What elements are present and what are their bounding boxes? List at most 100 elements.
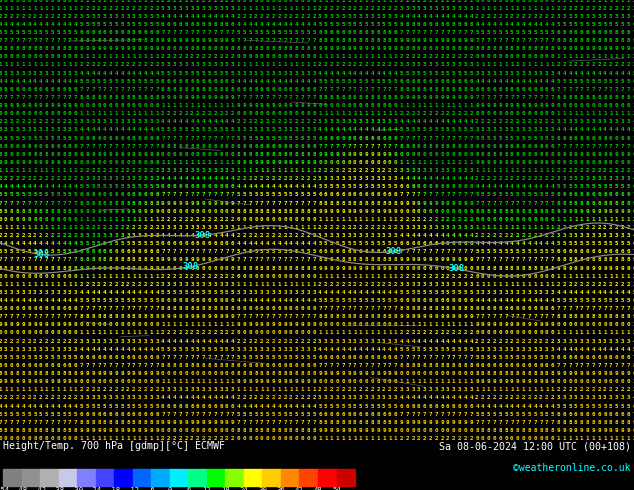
Text: 4: 4 <box>27 241 31 246</box>
Text: 3: 3 <box>481 290 484 295</box>
Text: 0: 0 <box>283 217 287 222</box>
Text: 6: 6 <box>231 184 235 189</box>
Text: 6: 6 <box>394 30 398 35</box>
Text: 7: 7 <box>347 306 351 311</box>
Text: 4: 4 <box>469 176 473 181</box>
Text: 1: 1 <box>103 111 107 116</box>
Text: 6: 6 <box>452 404 455 409</box>
Text: 0: 0 <box>271 273 275 279</box>
Text: 1: 1 <box>16 387 19 392</box>
Text: 6: 6 <box>289 306 292 311</box>
Text: 5: 5 <box>260 249 264 254</box>
Text: 0: 0 <box>80 160 83 165</box>
Text: 8: 8 <box>155 95 158 100</box>
Text: 9: 9 <box>80 371 83 376</box>
Text: 6: 6 <box>313 306 316 311</box>
Text: 4: 4 <box>214 120 217 124</box>
Text: 2: 2 <box>504 176 508 181</box>
Text: 5: 5 <box>417 71 420 75</box>
Text: 7: 7 <box>208 136 211 141</box>
Text: 6: 6 <box>260 306 264 311</box>
Text: 0: 0 <box>452 46 455 51</box>
Text: 8: 8 <box>522 266 525 270</box>
Text: 3: 3 <box>452 62 455 68</box>
Text: 2: 2 <box>562 387 566 392</box>
Text: 9: 9 <box>138 46 141 51</box>
Text: 2: 2 <box>586 225 589 230</box>
Text: 0: 0 <box>22 0 25 2</box>
Text: 0: 0 <box>562 160 566 165</box>
Text: 8: 8 <box>295 46 299 51</box>
Text: 2: 2 <box>150 168 153 173</box>
Text: 7: 7 <box>545 314 548 319</box>
Text: 3: 3 <box>615 339 618 343</box>
Text: 5: 5 <box>476 412 479 416</box>
Text: 2: 2 <box>68 395 72 400</box>
Text: 4: 4 <box>621 127 624 132</box>
Text: 3: 3 <box>446 62 450 68</box>
Text: 2: 2 <box>411 0 415 2</box>
Text: 4: 4 <box>592 127 595 132</box>
Text: 1: 1 <box>592 54 595 59</box>
Text: 5: 5 <box>179 290 182 295</box>
Text: 0: 0 <box>597 103 601 108</box>
Text: 3: 3 <box>103 120 107 124</box>
Text: 6: 6 <box>161 298 165 303</box>
Text: 1: 1 <box>219 379 223 384</box>
Text: 5: 5 <box>527 355 531 360</box>
Text: 4: 4 <box>487 241 490 246</box>
Text: 8: 8 <box>115 314 118 319</box>
Text: 0: 0 <box>487 54 490 59</box>
Text: 5: 5 <box>557 241 560 246</box>
Text: 1: 1 <box>493 168 496 173</box>
Text: 0: 0 <box>399 266 403 270</box>
Text: 6: 6 <box>463 298 467 303</box>
Text: 1: 1 <box>260 225 264 230</box>
Text: 4: 4 <box>603 290 607 295</box>
Text: 4: 4 <box>452 14 455 19</box>
Text: 3: 3 <box>586 120 589 124</box>
Text: 4: 4 <box>91 127 95 132</box>
Text: 4: 4 <box>504 22 508 27</box>
Text: 2: 2 <box>632 54 634 59</box>
Text: 6: 6 <box>109 355 112 360</box>
Text: 4: 4 <box>254 184 257 189</box>
Text: 4: 4 <box>440 14 444 19</box>
Text: 1: 1 <box>388 330 391 336</box>
Text: 8: 8 <box>498 152 502 157</box>
Text: 4: 4 <box>377 347 380 352</box>
Text: 5: 5 <box>167 127 171 132</box>
Text: 6: 6 <box>522 363 525 368</box>
Text: 6: 6 <box>179 22 182 27</box>
Text: 9: 9 <box>516 103 519 108</box>
Text: 2: 2 <box>434 54 438 59</box>
Text: 1: 1 <box>481 62 484 68</box>
Text: 6: 6 <box>365 355 368 360</box>
Text: 8: 8 <box>580 257 583 262</box>
Text: 5: 5 <box>16 193 19 197</box>
Text: 9: 9 <box>446 257 450 262</box>
Text: 6: 6 <box>161 79 165 84</box>
Text: 2: 2 <box>592 62 595 68</box>
Text: 0: 0 <box>214 209 217 214</box>
Text: 0: 0 <box>417 371 420 376</box>
Text: 0: 0 <box>56 273 60 279</box>
Text: 4: 4 <box>208 176 211 181</box>
Text: 5: 5 <box>16 412 19 416</box>
Text: 5: 5 <box>621 79 624 84</box>
Text: 4: 4 <box>306 298 310 303</box>
Text: 7: 7 <box>313 38 316 43</box>
Text: 7: 7 <box>504 257 508 262</box>
Text: 4: 4 <box>434 176 438 181</box>
Text: 6: 6 <box>150 355 153 360</box>
Text: 5: 5 <box>68 136 72 141</box>
Text: 7: 7 <box>254 257 257 262</box>
Text: 5: 5 <box>208 347 211 352</box>
Text: 3: 3 <box>295 127 299 132</box>
Text: 2: 2 <box>295 14 299 19</box>
Text: 0: 0 <box>592 160 595 165</box>
Text: 0: 0 <box>516 273 519 279</box>
Text: 5: 5 <box>342 241 345 246</box>
Text: 1: 1 <box>377 217 380 222</box>
Text: 4: 4 <box>0 79 2 84</box>
